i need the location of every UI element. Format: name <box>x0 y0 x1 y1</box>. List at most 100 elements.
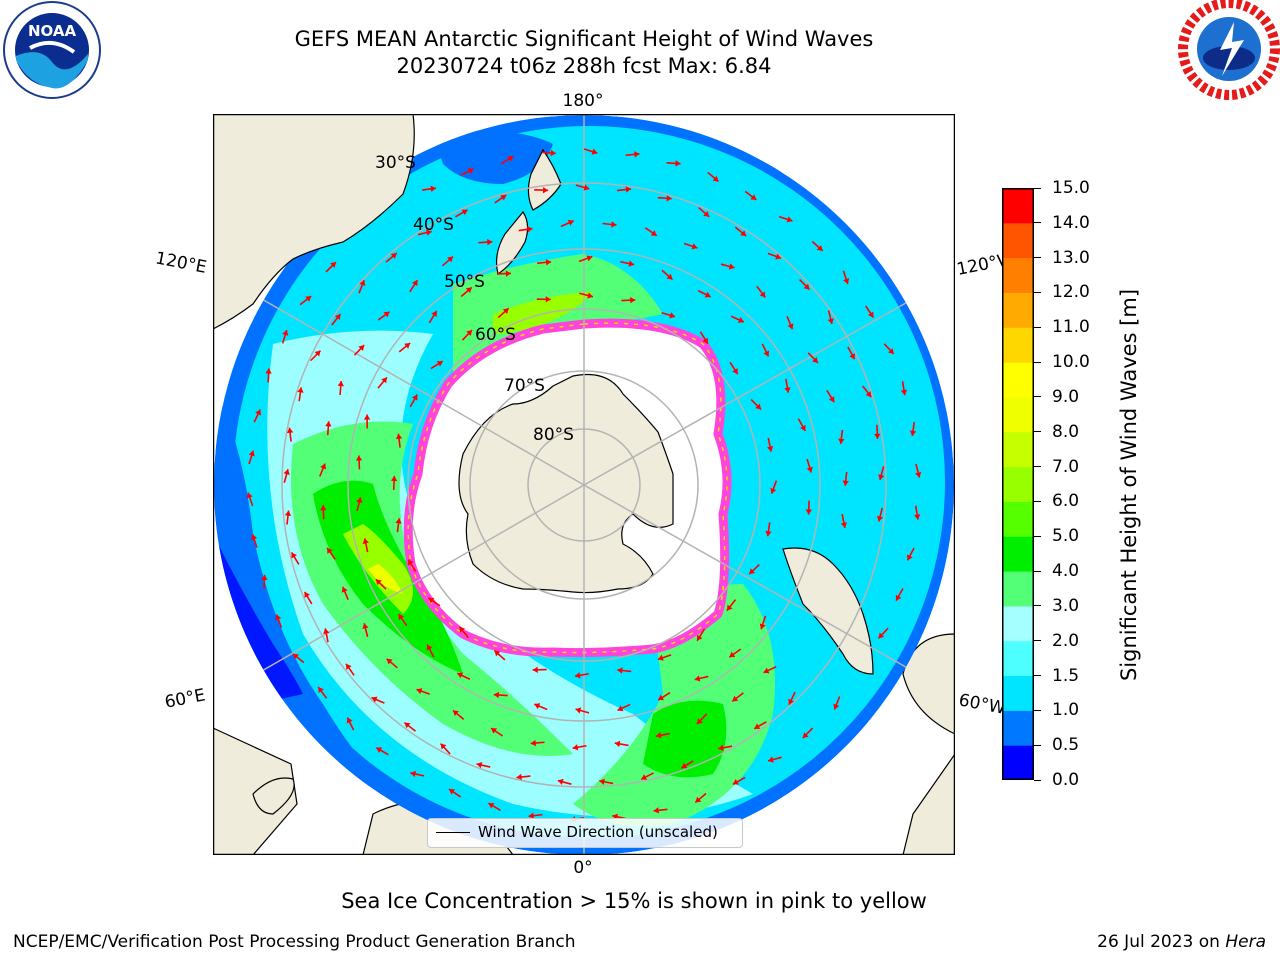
wave-direction-arrowhead <box>768 756 774 763</box>
wave-direction-arrowhead <box>297 387 304 393</box>
wave-direction-arrowhead <box>390 253 397 259</box>
wave-direction-arrowhead <box>732 368 738 375</box>
wave-direction-arrowhead <box>812 357 818 363</box>
wave-direction-arrowhead <box>337 380 345 387</box>
wave-direction-arrowhead <box>630 296 636 304</box>
footer-credit: NCEP/EMC/Verification Post Processing Pr… <box>13 932 576 952</box>
colorbar-band <box>1002 222 1034 259</box>
wave-direction-arrowhead <box>355 455 363 461</box>
legend-label: Wind Wave Direction (unscaled) <box>478 823 718 841</box>
lat-label-70s: 70°S <box>504 376 545 396</box>
lon-label-60w: 60°W <box>957 690 1007 719</box>
colorbar-tick <box>1034 535 1041 537</box>
wave-direction-arrowhead <box>749 568 756 575</box>
colorbar-band <box>1002 605 1034 642</box>
wave-direction-arrowhead <box>586 255 593 262</box>
lat-label-50s: 50°S <box>444 272 485 292</box>
colorbar-tick-label: 9.0 <box>1052 386 1080 407</box>
wave-direction-arrowhead <box>907 554 913 561</box>
lat-label-60s: 60°S <box>475 325 516 345</box>
colorbar-tick <box>1034 570 1041 572</box>
wave-direction-arrowhead <box>567 219 574 226</box>
wave-direction-arrowhead <box>650 230 657 236</box>
footer-date-text: 26 Jul 2023 on <box>1097 932 1226 952</box>
wave-direction-arrowhead <box>657 654 664 661</box>
wave-direction-arrowhead <box>583 184 590 191</box>
wave-direction-arrowhead <box>449 789 456 795</box>
wave-direction-arrowhead <box>865 391 872 398</box>
wave-direction-arrowhead <box>491 728 498 734</box>
wave-direction-arrowhead <box>625 186 632 193</box>
wave-direction-arrowhead <box>750 194 757 200</box>
wave-direction-arrowhead <box>575 707 582 714</box>
colorbar-tick <box>1034 396 1041 398</box>
wave-direction-arrowhead <box>356 497 363 504</box>
wave-direction-arrowhead <box>395 433 403 440</box>
wave-direction-arrowhead <box>718 744 724 751</box>
wave-direction-arrowhead <box>284 510 292 516</box>
wave-direction-arrowhead <box>410 770 417 778</box>
lat-label-40s: 40°S <box>413 215 454 235</box>
wave-direction-arrowhead <box>431 310 437 317</box>
wave-direction-arrowhead <box>376 747 383 753</box>
lon-label-120e: 120°E <box>154 248 209 277</box>
colorbar-tick <box>1034 779 1041 781</box>
wave-direction-arrowhead <box>346 663 352 670</box>
graticule <box>214 115 954 855</box>
wave-direction-arrowhead <box>726 604 733 611</box>
wave-direction-arrowhead <box>530 739 536 747</box>
wave-direction-arrowhead <box>913 514 921 520</box>
lat-label-80s: 80°S <box>533 425 574 445</box>
wave-direction-arrowhead <box>658 694 665 701</box>
wave-direction-arrowhead <box>500 194 507 201</box>
wave-direction-arrowhead <box>390 475 398 482</box>
wave-direction-arrowhead <box>754 723 761 730</box>
lat-label-30s: 30°S <box>375 153 416 173</box>
colorbar-tick <box>1034 291 1041 293</box>
colorbar-tick-label: 13.0 <box>1052 247 1090 268</box>
wave-direction-arrowhead <box>395 518 402 524</box>
wave-direction-arrowhead <box>426 229 432 236</box>
antarctica <box>458 373 674 594</box>
wave-direction-arrowhead <box>334 314 341 321</box>
lon-label-60e: 60°E <box>163 685 207 712</box>
colorbar-tick <box>1034 257 1041 259</box>
wave-direction-arrowhead <box>770 487 777 494</box>
wave-direction-arrowhead <box>732 695 739 702</box>
wave-direction-arrowhead <box>697 634 703 641</box>
wave-direction-arrowhead <box>304 591 311 598</box>
colorbar-band <box>1002 362 1034 398</box>
polar-map: 30°S 40°S 50°S 60°S 70°S 80°S <box>213 114 955 855</box>
wave-direction-arrowhead <box>502 308 509 314</box>
wave-direction-arrowhead <box>591 148 598 155</box>
wave-direction-arrowhead <box>695 796 702 803</box>
wave-direction-arrowhead <box>261 574 268 580</box>
wave-direction-arrowhead <box>505 270 511 277</box>
wave-direction-arrowhead <box>282 330 289 336</box>
wave-direction-arrowhead <box>359 280 366 287</box>
wave-direction-arrowhead <box>840 522 848 528</box>
wave-direction-arrowhead <box>634 151 640 158</box>
wave-direction-arrowhead <box>248 450 255 457</box>
colorbar-tick-label: 15.0 <box>1052 178 1090 198</box>
wave-direction-arrowhead <box>655 732 662 739</box>
wave-direction-arrowhead <box>292 653 299 660</box>
wave-direction-arrowhead <box>574 672 581 679</box>
colorbar-tick <box>1034 222 1041 224</box>
colorbar-tick <box>1034 326 1041 328</box>
wave-direction-arrowhead <box>251 534 258 541</box>
colorbar-band <box>1002 675 1034 711</box>
wave-direction-arrowhead <box>452 710 459 717</box>
colorbar-band <box>1002 188 1034 224</box>
wave-direction-arrowhead <box>320 505 327 511</box>
wave-direction-arrowhead <box>842 480 849 486</box>
wave-direction-arrowhead <box>375 579 382 586</box>
wave-direction-arrowhead <box>867 311 874 318</box>
colorbar-tick-label: 2.0 <box>1052 630 1080 651</box>
colorbar-tick-label: 7.0 <box>1052 456 1080 477</box>
wave-direction-arrowhead <box>786 216 793 223</box>
wave-direction-arrowhead <box>816 245 823 251</box>
wave-direction-arrowhead <box>286 427 294 434</box>
wave-direction-arrowhead <box>755 403 762 410</box>
wave-direction-arrowhead <box>617 705 624 712</box>
